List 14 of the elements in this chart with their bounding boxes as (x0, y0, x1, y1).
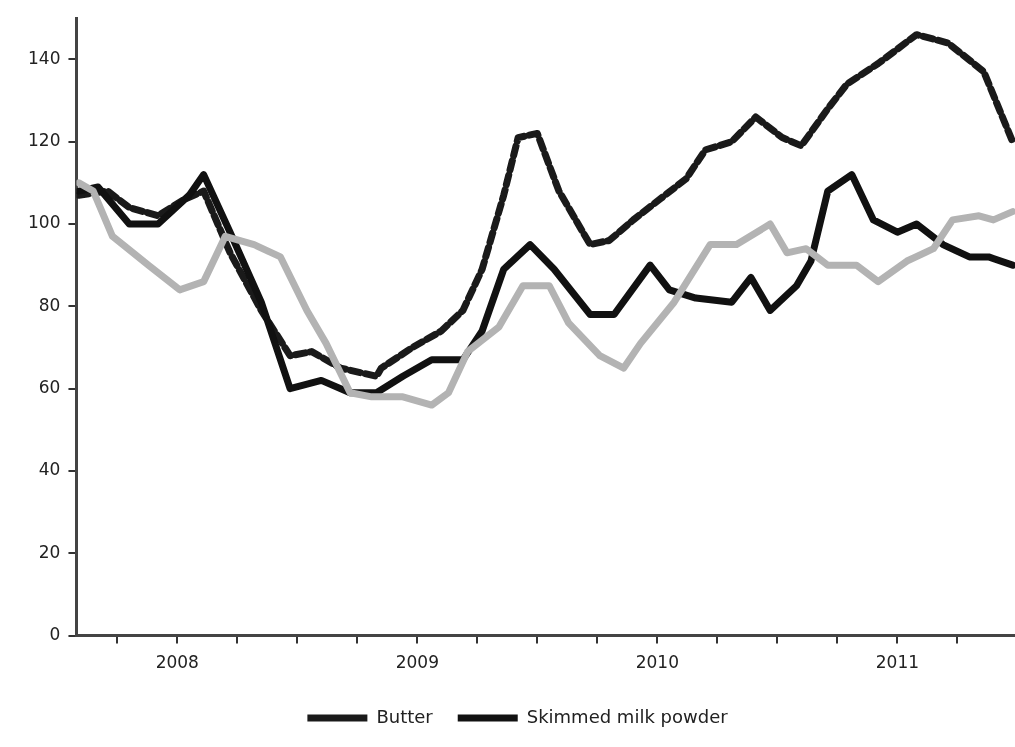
y-tick-label: 100 (27, 212, 61, 233)
x-tick-label: 2008 (155, 652, 199, 673)
y-tick-label: 80 (38, 294, 61, 315)
y-tick-label: 20 (38, 541, 61, 562)
y-tick-label: 40 (38, 459, 61, 480)
x-tick-label: 2010 (635, 652, 679, 673)
x-tick-label: 2011 (875, 652, 920, 673)
x-tick-label: 2009 (395, 652, 439, 673)
y-tick-label: 120 (27, 130, 61, 151)
legend-label: Butter (376, 705, 434, 727)
legend-label: Skimmed milk powder (526, 705, 729, 727)
y-tick-label: 60 (38, 377, 61, 398)
y-tick-label: 0 (49, 624, 61, 645)
y-tick-label: 140 (27, 47, 61, 68)
